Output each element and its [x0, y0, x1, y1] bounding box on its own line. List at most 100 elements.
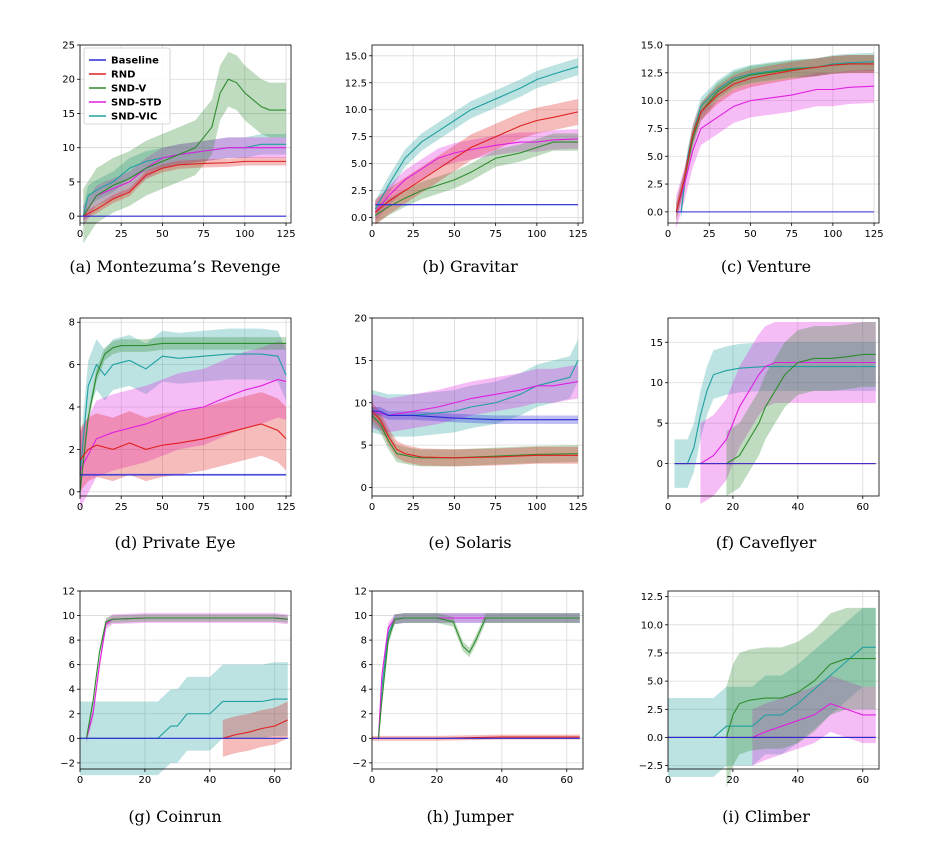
band-snd-v: [372, 407, 579, 467]
y-tick-label: 6: [69, 360, 75, 371]
x-tick-label: 0: [665, 502, 671, 513]
band-snd-vic: [83, 134, 287, 227]
y-tick-label: 4: [361, 685, 367, 696]
x-tick-label: 75: [785, 229, 798, 240]
y-tick-label: 2.5: [351, 186, 367, 197]
band-rnd: [375, 98, 579, 226]
series-line-snd-v: [85, 617, 288, 739]
y-tick-label: −2: [60, 758, 75, 769]
y-tick-label: 10.0: [641, 620, 663, 631]
x-tick-label: 0: [369, 229, 375, 240]
band-rnd: [676, 55, 875, 221]
series-line-snd-v: [725, 658, 876, 738]
x-tick-label: 40: [495, 775, 508, 786]
x-tick-label: 50: [448, 229, 461, 240]
band-snd-std: [83, 137, 287, 227]
series-line-snd-v: [82, 78, 287, 217]
band-snd-std: [375, 129, 579, 222]
panel-caption: (e) Solaris: [428, 533, 511, 552]
x-tick-label: 60: [560, 775, 573, 786]
band-snd-std: [86, 613, 288, 744]
series-line-rnd: [374, 111, 579, 213]
x-tick-label: 40: [203, 775, 216, 786]
x-tick-label: 0: [77, 775, 83, 786]
x-tick-label: 20: [139, 775, 152, 786]
chart-panel-6: 0 20 40 60 0 5 10 15 (f) Caveflyer: [650, 317, 880, 552]
y-tick-label: 6: [361, 660, 367, 671]
band-snd-vic: [80, 328, 287, 501]
x-tick-label: 0: [665, 775, 671, 786]
x-tick-label: 50: [156, 502, 169, 513]
x-tick-label: 25: [407, 229, 420, 240]
x-tick-label: 125: [277, 502, 296, 513]
x-tick-label: 25: [407, 502, 420, 513]
x-tick-label: 75: [197, 502, 210, 513]
x-tick-label: 0: [665, 229, 671, 240]
x-tick-label: 75: [489, 229, 502, 240]
y-tick-label: 12: [354, 587, 367, 598]
y-tick-label: 12.5: [641, 68, 663, 79]
y-tick-label: 7.5: [647, 648, 663, 659]
x-tick-label: 100: [527, 229, 546, 240]
y-tick-label: 2.5: [647, 180, 663, 191]
series-line-rnd: [83, 160, 287, 217]
chart-panel-1: 0 25 50 75 100 125 0 5 10 15 20 25 (a) Montezuma’s R…: [62, 41, 295, 277]
y-tick-label: 8: [69, 636, 75, 647]
series-line-snd-std: [79, 378, 287, 471]
y-tick-label: 7.5: [351, 132, 367, 143]
plot-frame: [371, 317, 584, 497]
y-tick-label: 15: [650, 338, 663, 349]
chart-panel-2: 0 25 50 75 100 125 0.0 2.5 5.0 7.5 10.0 12.5 15.0 (b)…: [345, 44, 588, 276]
y-tick-label: 10.0: [641, 96, 663, 107]
band-rnd: [222, 701, 288, 757]
series-line-snd-std: [675, 85, 875, 213]
band-snd-v: [676, 55, 875, 221]
x-tick-label: 40: [791, 502, 804, 513]
y-tick-label: 0: [69, 487, 75, 498]
series-line-snd-v: [371, 415, 579, 459]
y-tick-label: 15.0: [345, 51, 367, 62]
x-tick-label: 20: [727, 502, 740, 513]
series-line-rnd: [675, 63, 875, 213]
y-tick-label: 4: [69, 403, 75, 414]
x-tick-label: 50: [448, 502, 461, 513]
band-snd-std: [676, 69, 875, 229]
chart-panel-5: 0 25 50 75 100 125 0 5 10 15 20 (e) Solaris: [354, 314, 587, 553]
legend-label: SND-V: [111, 84, 146, 95]
plot-frame: [371, 44, 584, 224]
series-line-snd-v: [79, 342, 287, 492]
panel-caption: (f) Caveflyer: [716, 533, 817, 552]
plot-frame: [667, 44, 880, 224]
series-line-snd-std: [374, 138, 579, 213]
legend-label: Baseline: [111, 56, 159, 67]
y-tick-label: 10: [354, 398, 367, 409]
y-tick-label: 5: [657, 419, 663, 430]
plot-frame: [79, 590, 292, 770]
band-snd-v: [726, 607, 876, 789]
x-tick-label: 0: [77, 502, 83, 513]
y-tick-label: 6: [69, 660, 75, 671]
x-tick-label: 50: [156, 229, 169, 240]
y-tick-label: 0: [361, 734, 367, 745]
y-tick-label: 2.5: [647, 705, 663, 716]
x-tick-label: 100: [235, 502, 254, 513]
x-tick-label: 25: [703, 229, 716, 240]
y-tick-label: 10: [62, 143, 75, 154]
legend-label: SND-STD: [111, 98, 162, 109]
x-tick-label: 0: [369, 775, 375, 786]
x-tick-label: 100: [823, 229, 842, 240]
y-tick-label: 7.5: [647, 124, 663, 135]
plot-frame: [79, 44, 292, 224]
x-tick-label: 0: [77, 229, 83, 240]
x-tick-label: 125: [569, 502, 588, 513]
y-tick-label: 0: [657, 459, 663, 470]
x-tick-label: 25: [115, 502, 128, 513]
y-tick-label: −2.5: [639, 761, 663, 772]
y-tick-label: 0: [361, 483, 367, 494]
band-rnd: [83, 157, 287, 221]
x-tick-label: 125: [569, 229, 588, 240]
series-line-snd-std: [371, 381, 579, 417]
y-tick-label: 0: [69, 212, 75, 223]
y-tick-label: 10.0: [345, 105, 367, 116]
